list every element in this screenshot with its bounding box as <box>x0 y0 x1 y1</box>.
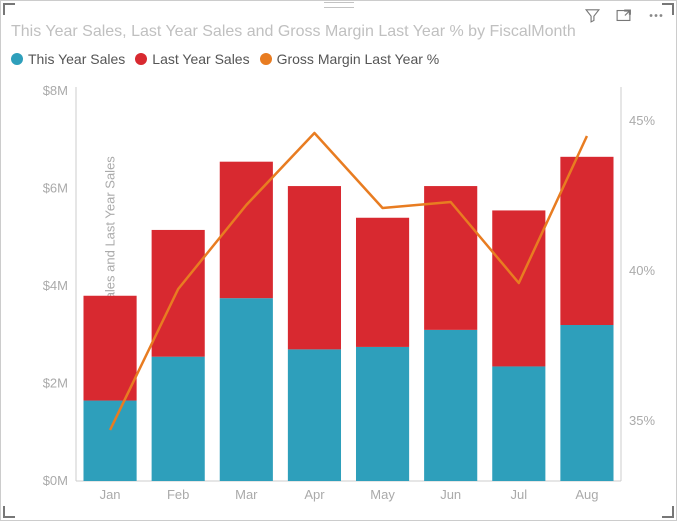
x-tick-label: May <box>370 487 395 502</box>
y-left-tick-label: $8M <box>43 83 68 98</box>
bar-last-year[interactable] <box>424 186 477 330</box>
bar-last-year[interactable] <box>220 162 273 299</box>
bar-last-year[interactable] <box>492 210 545 366</box>
bar-this-year[interactable] <box>492 366 545 481</box>
chart-plot-area: $0M $2M $4M $6M $8M 35% 40% 45% Jan Feb Mar Apr May J… <box>1 1 677 522</box>
y-right-tick-label: 45% <box>629 113 655 128</box>
x-tick-label: Mar <box>235 487 258 502</box>
y-left-tick-label: $6M <box>43 181 68 196</box>
x-tick-label: Jul <box>511 487 528 502</box>
bar-this-year[interactable] <box>152 357 205 481</box>
x-tick-label: Jun <box>440 487 461 502</box>
bar-this-year[interactable] <box>560 325 613 481</box>
bar-this-year[interactable] <box>288 349 341 481</box>
x-tick-label: Aug <box>575 487 598 502</box>
y-left-tick-label: $4M <box>43 278 68 293</box>
y-left-tick-label: $2M <box>43 376 68 391</box>
x-tick-label: Feb <box>167 487 189 502</box>
bar-this-year[interactable] <box>83 401 136 481</box>
bar-last-year[interactable] <box>356 218 409 347</box>
bar-last-year[interactable] <box>560 157 613 325</box>
bar-this-year[interactable] <box>220 298 273 481</box>
bar-this-year[interactable] <box>424 330 477 481</box>
chart-card: This Year Sales, Last Year Sales and Gro… <box>0 0 677 521</box>
y-right-tick-label: 35% <box>629 413 655 428</box>
bar-last-year[interactable] <box>83 296 136 401</box>
x-tick-label: Apr <box>304 487 325 502</box>
bar-last-year[interactable] <box>152 230 205 357</box>
y-left-tick-label: $0M <box>43 473 68 488</box>
bar-last-year[interactable] <box>288 186 341 349</box>
y-right-tick-label: 40% <box>629 263 655 278</box>
x-tick-label: Jan <box>100 487 121 502</box>
bar-this-year[interactable] <box>356 347 409 481</box>
